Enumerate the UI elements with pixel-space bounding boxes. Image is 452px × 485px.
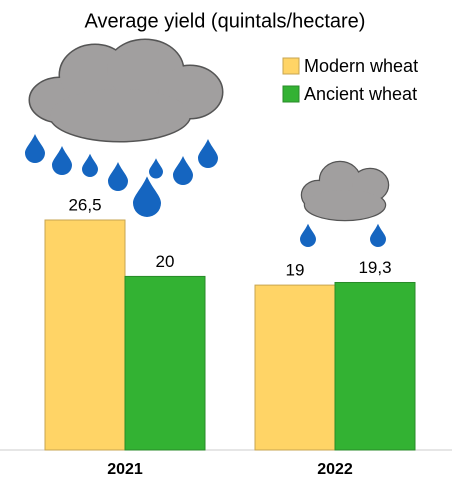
legend-swatch bbox=[282, 85, 300, 103]
legend-swatch bbox=[282, 57, 300, 75]
value-label: 19,3 bbox=[358, 258, 391, 277]
big-cloud-drops bbox=[25, 134, 218, 217]
small-cloud-drops bbox=[300, 223, 386, 247]
big-cloud bbox=[28, 38, 224, 143]
legend-label: Ancient wheat bbox=[304, 84, 417, 104]
x-tick-label: 2022 bbox=[317, 461, 353, 478]
bar bbox=[124, 275, 206, 451]
bar bbox=[44, 219, 126, 451]
value-label: 20 bbox=[156, 252, 175, 271]
legend-label: Modern wheat bbox=[304, 56, 418, 76]
value-label: 26,5 bbox=[68, 195, 101, 214]
value-label: 19 bbox=[286, 261, 305, 280]
bar bbox=[254, 284, 336, 451]
small-cloud bbox=[300, 160, 390, 222]
x-tick-label: 2021 bbox=[107, 461, 143, 478]
chart-title: Average yield (quintals/hectare) bbox=[85, 10, 366, 32]
bar bbox=[334, 281, 416, 451]
